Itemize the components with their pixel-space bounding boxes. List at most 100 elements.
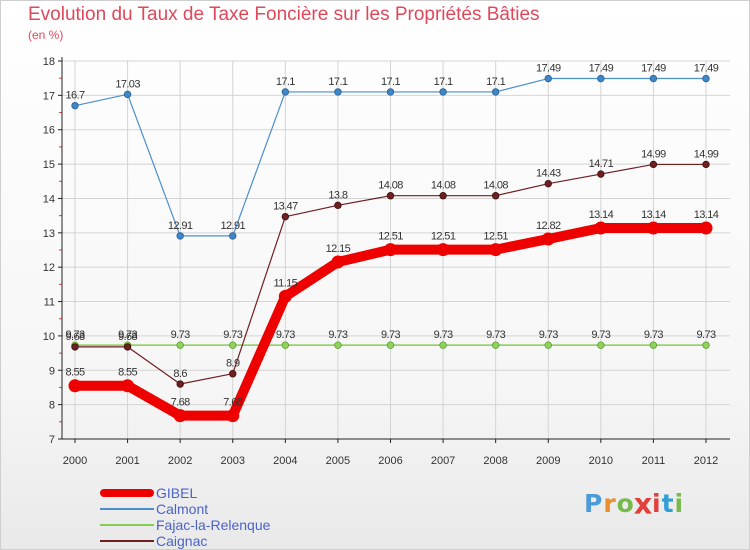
logo-letter: x <box>633 486 654 521</box>
data-point <box>597 341 605 349</box>
data-label: 9.73 <box>486 329 505 341</box>
x-tick-label: 2007 <box>431 455 455 467</box>
data-label: 13.47 <box>273 201 298 213</box>
data-label: 17.1 <box>434 76 453 88</box>
data-label: 12.51 <box>431 231 456 243</box>
data-point <box>229 370 237 378</box>
data-label: 9.73 <box>381 329 400 341</box>
data-label: 9.73 <box>171 329 190 341</box>
data-label: 12.91 <box>220 220 245 232</box>
data-label: 17.49 <box>641 63 666 75</box>
x-tick-label: 2004 <box>273 455 297 467</box>
data-point <box>176 380 184 388</box>
data-label: 9.73 <box>644 329 663 341</box>
y-tick-label: 17 <box>43 90 55 102</box>
data-label: 17.1 <box>381 76 400 88</box>
data-label: 14.71 <box>589 158 614 170</box>
legend-swatch <box>100 533 154 549</box>
data-point <box>278 289 292 303</box>
data-label: 9.73 <box>65 329 84 341</box>
data-label: 12.91 <box>168 220 193 232</box>
data-label: 9.73 <box>328 329 347 341</box>
legend-item: Caignac <box>100 533 360 549</box>
data-point <box>439 88 447 96</box>
data-point <box>384 243 397 257</box>
data-point <box>702 74 710 83</box>
x-tick-label: 2002 <box>168 455 192 467</box>
legend-label: GIBEL <box>156 485 198 501</box>
legend-swatch <box>100 517 154 533</box>
x-tick-label: 2011 <box>642 455 666 467</box>
x-tick-label: 2009 <box>536 455 560 467</box>
x-tick-label: 2010 <box>589 455 613 467</box>
data-point <box>699 221 713 235</box>
data-labels: 16.7 17.03 12.91 12.91 17.1 17.1 17.1 17.1 17.1 1… <box>65 63 719 409</box>
data-label: 13.14 <box>694 209 719 221</box>
series-lines <box>68 74 713 423</box>
legend-swatch <box>100 501 154 517</box>
data-label: 7.68 <box>223 397 242 409</box>
data-label: 17.49 <box>589 63 614 75</box>
legend-swatch-line <box>100 489 154 497</box>
data-label: 9.73 <box>591 329 610 341</box>
chart-title: Evolution du Taux de Taxe Foncière sur l… <box>28 4 540 25</box>
data-label: 17.1 <box>486 76 505 88</box>
y-tick-label: 13 <box>43 228 55 240</box>
data-point <box>544 74 552 83</box>
data-point <box>544 341 552 349</box>
y-tick-label: 12 <box>43 262 55 274</box>
data-label: 17.1 <box>276 76 295 88</box>
data-point <box>226 409 240 423</box>
logo-letter: i <box>652 489 662 518</box>
legend-swatch-line <box>100 508 154 510</box>
data-point <box>281 88 290 96</box>
data-label: 7.68 <box>171 397 190 409</box>
data-point <box>281 212 290 221</box>
y-tick-label: 7 <box>49 434 55 446</box>
data-point <box>491 341 500 349</box>
logo-letter: r <box>603 489 617 518</box>
logo-letter: i <box>674 489 685 518</box>
data-label: 9.68 <box>118 331 137 343</box>
data-label: 13.8 <box>328 189 347 201</box>
data-label: 9.68 <box>65 331 84 343</box>
data-label: 13.14 <box>641 209 666 221</box>
data-label: 9.73 <box>118 329 137 341</box>
data-point <box>386 341 395 349</box>
data-label: 16.7 <box>65 90 84 102</box>
y-tick-label: 11 <box>44 297 55 309</box>
y-tick-label: 10 <box>43 331 55 343</box>
data-label: 11.15 <box>273 277 297 289</box>
y-tick-label: 15 <box>43 159 55 171</box>
data-label: 14.43 <box>536 168 561 180</box>
data-label: 17.03 <box>115 78 140 90</box>
data-point <box>281 341 290 349</box>
data-point <box>594 221 608 235</box>
y-tick-label: 8 <box>49 400 55 412</box>
x-tick-label: 2000 <box>63 455 87 467</box>
data-label: 14.08 <box>431 180 456 192</box>
legend: GIBEL Calmont Fajac-la-Relenque Caignac <box>100 485 360 549</box>
legend-label: Calmont <box>156 501 209 517</box>
y-tick-label: 9 <box>49 365 55 377</box>
data-point <box>331 255 345 269</box>
data-point <box>646 221 660 235</box>
data-label: 9.73 <box>434 329 453 341</box>
data-point <box>173 409 187 423</box>
data-point <box>386 88 395 96</box>
data-point <box>71 343 79 351</box>
data-label: 14.08 <box>483 180 508 192</box>
data-point <box>386 192 395 200</box>
data-label: 14.99 <box>641 148 666 160</box>
legend-label: Fajac-la-Relenque <box>156 517 271 533</box>
y-tick-label: 16 <box>43 125 55 137</box>
logo-letter: P <box>584 489 604 518</box>
data-point <box>334 201 342 210</box>
data-point <box>439 192 447 200</box>
x-tick-label: 2005 <box>326 455 350 467</box>
data-label: 17.49 <box>694 63 719 75</box>
data-label: 14.99 <box>694 148 719 160</box>
legend-swatch-line <box>100 524 154 526</box>
data-label: 9.73 <box>223 329 242 341</box>
